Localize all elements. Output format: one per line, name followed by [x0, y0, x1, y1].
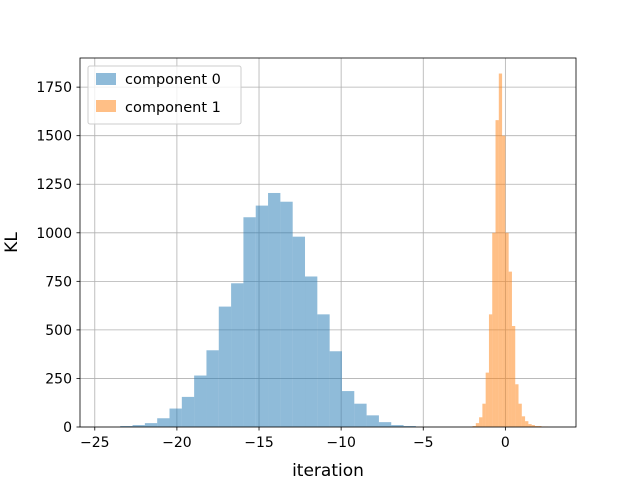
bar-component-0-bin-12: [268, 192, 281, 427]
bar-component-1-bin-16: [525, 421, 529, 427]
bar-component-1-bin-3: [482, 403, 486, 427]
bar-component-1-bin-0: [472, 426, 476, 427]
x-tick-label-1: −20: [162, 435, 192, 451]
bar-component-1-bin-5: [488, 314, 493, 427]
bar-component-1-bin-14: [518, 403, 522, 427]
plot-frame: [79, 57, 577, 428]
bar-component-0-bin-14: [292, 236, 306, 427]
bar-component-0-bin-5: [181, 396, 195, 427]
bar-component-0-bin-20: [366, 415, 379, 427]
legend-swatch-component-1: [96, 100, 116, 112]
bar-component-0-bin-15: [305, 276, 318, 427]
bar-component-0-bin-16: [317, 314, 330, 427]
legend-label-component-1: component 1: [125, 100, 221, 116]
bar-component-0-bin-23: [403, 426, 416, 427]
bar-component-1-bin-11: [508, 271, 512, 427]
bar-component-0-bin-6: [194, 375, 207, 427]
bar-component-1-bin-10: [505, 232, 509, 427]
y-tick-label-5: 1250: [36, 177, 72, 193]
bar-component-1-bin-4: [485, 372, 489, 427]
legend-swatch-component-0: [96, 73, 116, 85]
y-tick-label-1: 250: [45, 371, 72, 387]
bar-component-0-bin-11: [255, 205, 269, 427]
bar-component-0-bin-18: [341, 391, 355, 427]
series-component-0-bars: [120, 192, 416, 427]
legend: component 0 component 1: [87, 65, 242, 125]
bar-component-0-bin-9: [231, 283, 244, 427]
x-tick-label-5: 0: [501, 435, 510, 451]
bar-component-1-bin-12: [511, 326, 516, 427]
bar-component-0-bin-1: [132, 425, 145, 427]
x-axis-label: iteration: [292, 461, 364, 480]
bar-component-0-bin-13: [280, 201, 293, 427]
y-tick-label-2: 500: [45, 323, 72, 339]
x-axis-ticks: −25 −20 −15 −10 −5 0: [80, 427, 510, 451]
bar-component-1-bin-1: [475, 423, 480, 427]
y-tick-label-6: 1500: [36, 129, 72, 145]
x-tick-label-3: −10: [326, 435, 356, 451]
x-tick-label-4: −5: [413, 435, 434, 451]
bar-component-1-bin-15: [521, 416, 526, 427]
y-tick-label-0: 0: [63, 420, 72, 436]
bar-component-0-bin-19: [354, 403, 367, 427]
bar-component-0-bin-10: [243, 217, 256, 427]
bar-component-0-bin-0: [120, 426, 133, 427]
bar-component-0-bin-21: [378, 422, 392, 427]
series-component-1-bars: [472, 73, 549, 428]
bar-component-0-bin-17: [329, 351, 342, 427]
bar-component-0-bin-3: [157, 418, 170, 427]
bar-component-1-bin-9: [502, 135, 506, 427]
bar-component-0-bin-4: [169, 408, 182, 427]
x-tick-label-2: −15: [244, 435, 274, 451]
legend-label-component-0: component 0: [125, 72, 221, 88]
bar-component-1-bin-2: [479, 417, 483, 427]
bar-component-1-bin-19: [534, 426, 539, 427]
bar-component-1-bin-17: [528, 424, 532, 427]
y-axis-ticks: 0 250 500 750 1000 1250 1500 1750: [36, 80, 80, 436]
y-tick-label-4: 1000: [36, 226, 72, 242]
bar-component-1-bin-18: [531, 425, 535, 427]
bar-component-1-bin-20: [538, 426, 542, 427]
bar-component-0-bin-7: [206, 350, 219, 427]
x-tick-label-0: −25: [80, 435, 110, 451]
bar-component-1-bin-8: [498, 73, 503, 428]
legend-box: [87, 65, 242, 125]
bar-component-1-bin-7: [495, 120, 499, 427]
bar-component-1-bin-6: [492, 232, 496, 427]
y-axis-label: KL: [2, 232, 22, 253]
y-tick-label-7: 1750: [36, 80, 72, 96]
bar-component-0-bin-2: [144, 423, 158, 427]
y-tick-label-3: 750: [45, 274, 72, 290]
bar-component-0-bin-8: [218, 306, 232, 427]
bar-component-0-bin-22: [391, 425, 404, 427]
bar-component-1-bin-13: [515, 384, 519, 427]
